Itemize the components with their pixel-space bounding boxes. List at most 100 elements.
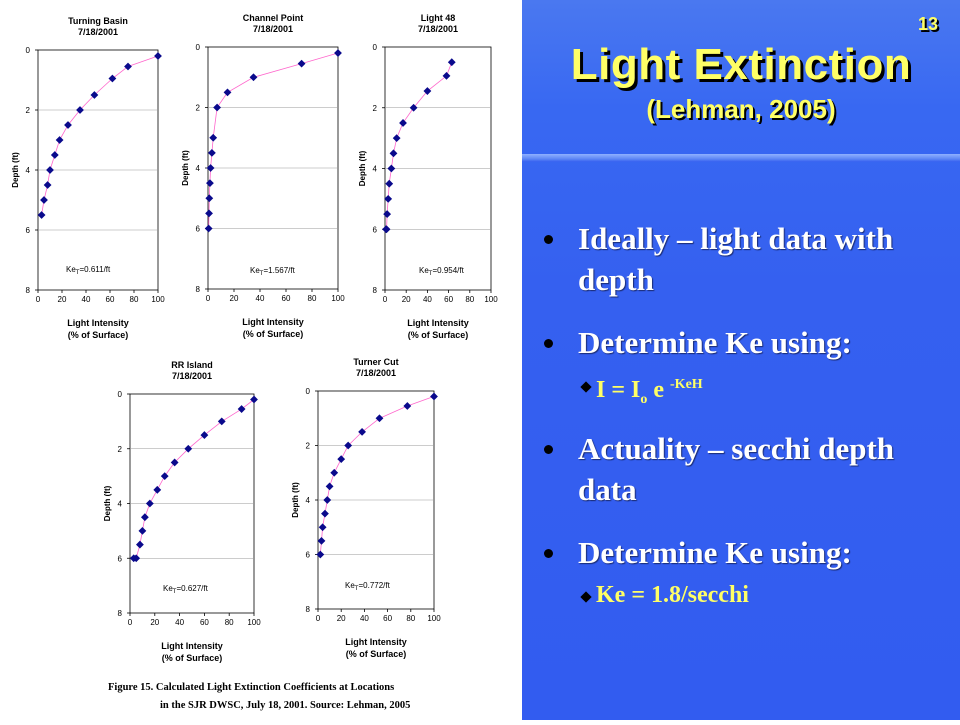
data-point-marker <box>325 482 334 491</box>
chart-subtitle: 7/18/2001 <box>78 27 118 37</box>
x-tick-label: 0 <box>383 295 388 304</box>
data-point-marker <box>154 52 162 60</box>
bullet-item: Determine Ke using: <box>540 532 950 573</box>
data-point-marker <box>160 472 169 481</box>
slide-title: Light Extinction <box>570 40 912 89</box>
y-tick-label: 8 <box>373 286 378 295</box>
y-tick-label: 0 <box>118 390 123 399</box>
y-axis-label: Depth (ft) <box>11 152 20 188</box>
x-tick-label: 80 <box>308 294 317 303</box>
data-point-marker <box>138 526 147 535</box>
data-point-marker <box>442 71 451 80</box>
y-tick-label: 4 <box>118 500 123 509</box>
x-tick-label: 100 <box>427 614 441 623</box>
sub-bullet-formula: I = Io e -KeH <box>540 369 950 416</box>
data-point-marker <box>90 91 99 99</box>
data-point-marker <box>385 179 394 188</box>
data-point-marker <box>383 210 392 218</box>
figure-panel: Figure 15. Calculated Light Extinction C… <box>11 13 499 711</box>
data-point-marker <box>316 550 325 559</box>
x-tick-label: 60 <box>106 295 115 304</box>
data-point-marker <box>205 209 213 218</box>
data-point-marker <box>136 540 144 549</box>
y-tick-label: 2 <box>306 442 311 451</box>
figure-svg: Figure 15. Calculated Light Extinction C… <box>11 13 498 711</box>
data-point-marker <box>108 74 117 83</box>
bullet-text: Determine Ke using: <box>578 325 852 360</box>
x-tick-label: 40 <box>423 295 432 304</box>
figure-caption-line2: in the SJR DWSC, July 18, 2001. Source: … <box>160 700 410 711</box>
annotation-ke: Ke <box>345 581 355 590</box>
x-axis-label: Light Intensity <box>407 318 469 328</box>
x-axis-label: Light Intensity <box>67 318 129 328</box>
x-axis-label: (% of Surface) <box>68 330 129 340</box>
annotation-value: =0.772/ft <box>358 581 390 590</box>
data-point-marker <box>129 554 138 563</box>
x-tick-label: 80 <box>225 618 234 627</box>
y-tick-label: 2 <box>118 445 123 454</box>
x-tick-label: 80 <box>406 614 415 623</box>
annotation-value: =0.611/ft <box>79 265 111 274</box>
annotation-value: =1.567/ft <box>263 266 295 275</box>
y-tick-label: 8 <box>306 605 311 614</box>
y-axis-label: Depth (ft) <box>181 150 190 186</box>
data-point-marker <box>250 395 258 404</box>
data-point-marker <box>184 444 193 453</box>
y-tick-label: 4 <box>26 166 31 175</box>
x-tick-label: 0 <box>128 618 133 627</box>
y-tick-label: 8 <box>118 609 123 618</box>
data-point-marker <box>384 194 393 203</box>
data-point-marker <box>337 455 346 464</box>
x-tick-label: 40 <box>175 618 184 627</box>
data-point-marker <box>140 513 149 522</box>
x-tick-label: 0 <box>206 294 211 303</box>
data-point-marker <box>323 496 332 504</box>
data-point-marker <box>76 106 84 114</box>
bullet-text: Ideally – light data with depth <box>578 221 894 297</box>
y-axis-label: Depth (ft) <box>291 482 300 518</box>
y-axis-label: Depth (ft) <box>103 485 112 521</box>
x-tick-label: 20 <box>402 295 411 304</box>
chart-title: RR Island <box>171 360 213 370</box>
data-point-marker <box>297 59 306 68</box>
x-tick-label: 100 <box>247 618 261 627</box>
data-point-marker <box>423 87 432 95</box>
x-tick-label: 60 <box>383 614 392 623</box>
data-point-marker <box>40 196 48 204</box>
chart-title: Light 48 <box>421 13 456 23</box>
data-point-marker <box>153 485 162 494</box>
formula-superscript: -KeH <box>670 377 703 392</box>
extinction-coefficient-label: KeT=0.627/ft <box>163 584 209 595</box>
formula-part: I = I <box>596 377 641 403</box>
y-tick-label: 6 <box>306 551 311 560</box>
y-tick-label: 0 <box>306 387 311 396</box>
figure-caption-line1: Figure 15. Calculated Light Extinction C… <box>108 682 394 693</box>
y-tick-label: 2 <box>26 106 31 115</box>
x-tick-label: 100 <box>151 295 165 304</box>
y-tick-label: 4 <box>306 496 311 505</box>
x-tick-label: 0 <box>316 614 321 623</box>
diamond-bullet-icon <box>580 591 592 603</box>
data-point-marker <box>344 441 353 450</box>
y-tick-label: 0 <box>196 43 201 52</box>
y-tick-label: 0 <box>26 46 31 55</box>
x-axis-label: Light Intensity <box>161 641 223 651</box>
y-tick-label: 6 <box>118 554 123 563</box>
bullet-item: Actuality – secchi depth data <box>540 428 950 510</box>
y-tick-label: 4 <box>196 164 201 173</box>
data-point-marker <box>145 499 154 508</box>
data-point-marker <box>206 164 215 172</box>
sub-bullet-formula: Ke = 1.8/secchi <box>540 579 950 611</box>
slide-subtitle: (Lehman, 2005) <box>646 94 836 124</box>
data-point-marker <box>207 148 216 157</box>
data-point-marker <box>382 225 390 234</box>
data-point-marker <box>399 119 407 127</box>
x-axis-label: (% of Surface) <box>408 330 469 340</box>
data-point-marker <box>321 509 329 518</box>
x-tick-label: 20 <box>58 295 67 304</box>
bullet-dot-icon <box>544 548 553 558</box>
y-tick-label: 8 <box>196 285 201 294</box>
data-point-marker <box>430 392 438 401</box>
